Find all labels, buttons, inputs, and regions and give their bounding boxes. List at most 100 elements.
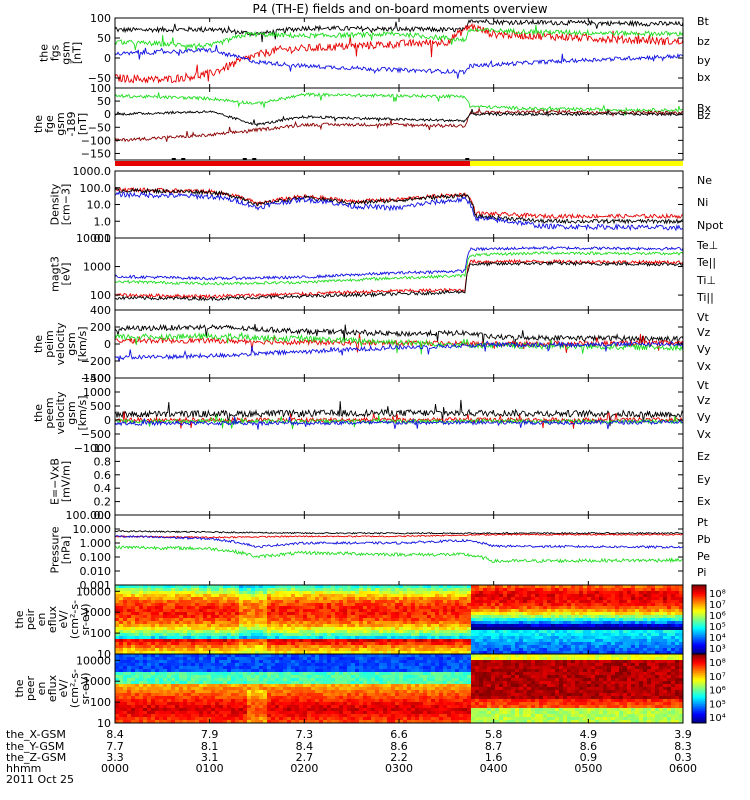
spectrogram-cell (211, 591, 216, 595)
spectrogram-cell (579, 609, 584, 613)
spectrogram-cell (615, 615, 620, 619)
colorbar-cell (692, 641, 706, 645)
spectrogram-cell (283, 603, 288, 607)
spectrogram-cell (611, 618, 616, 622)
spectrogram-cell (627, 597, 632, 601)
colorbar-cell (692, 640, 706, 643)
spectrogram-cell (127, 630, 132, 634)
spectrogram-cell (283, 690, 288, 694)
spectrogram-cell (271, 606, 276, 610)
spectrogram-cell (327, 699, 332, 703)
spectrogram-cell (247, 624, 252, 628)
spectrogram-cell (207, 627, 212, 631)
spectrogram-cell (391, 621, 396, 625)
spectrogram-cell (283, 609, 288, 613)
spectrogram-cell (487, 600, 492, 604)
spectrogram-cell (519, 651, 524, 655)
spectrogram-cell (283, 624, 288, 628)
spectrogram-cell (439, 651, 444, 655)
spectrogram-cell (531, 600, 536, 604)
spectrogram-cell (231, 711, 236, 715)
spectrogram-cell (295, 585, 300, 589)
spectrogram-cell (159, 630, 164, 634)
y-axis-label-line: [nT] (71, 42, 84, 64)
spectrogram-cell (283, 672, 288, 676)
spectrogram-cell (263, 681, 268, 685)
y-axis-label-line: [nT] (76, 113, 89, 135)
spectrogram-cell (299, 636, 304, 640)
spectrogram-cell (583, 639, 588, 643)
spectrogram-cell (667, 585, 672, 589)
spectrogram-cell (459, 591, 464, 595)
spectrogram-cell (323, 588, 328, 592)
spectrogram-cell (643, 612, 648, 616)
spectrogram-cell (139, 657, 144, 661)
spectrogram-cell (679, 609, 684, 613)
spectrogram-cell (263, 696, 268, 700)
spectrogram-cell (315, 699, 320, 703)
spectrogram-cell (579, 591, 584, 595)
spectrogram-cell (363, 633, 368, 637)
spectrogram-cell (219, 666, 224, 670)
spectrogram-cell (435, 585, 440, 589)
spectrogram-cell (443, 633, 448, 637)
spectrogram-cell (583, 618, 588, 622)
spectrogram-cell (635, 615, 640, 619)
spectrogram-cell (199, 606, 204, 610)
spectrogram-cell (379, 633, 384, 637)
spectrogram-cell (283, 687, 288, 691)
spectrogram-cell (483, 624, 488, 628)
spectrogram-cell (463, 651, 468, 655)
spectrogram-cell (595, 636, 600, 640)
spectrogram-cell (459, 651, 464, 655)
spectrogram-cell (147, 627, 152, 631)
spectrogram-cell (235, 609, 240, 613)
spectrogram-cell (231, 591, 236, 595)
spectrogram-cell (167, 609, 172, 613)
spectrogram-cell (255, 717, 260, 721)
spectrogram-cell (159, 585, 164, 589)
spectrogram-cell (511, 612, 516, 616)
spectrogram-cell (587, 594, 592, 598)
spectrogram-cell (127, 618, 132, 622)
spectrogram-cell (139, 645, 144, 649)
spectrogram-cell (591, 642, 596, 646)
spectrogram-cell (167, 663, 172, 667)
spectrogram-cell (459, 621, 464, 625)
spectrogram-cell (507, 585, 512, 589)
spectrogram-cell (571, 624, 576, 628)
spectrogram-cell (243, 621, 248, 625)
spectrogram-cell (115, 654, 120, 658)
spectrogram-cell (587, 639, 592, 643)
spectrogram-cell (563, 639, 568, 643)
spectrogram-cell (235, 633, 240, 637)
spectrogram-cell (643, 615, 648, 619)
spectrogram-cell (327, 675, 332, 679)
spectrogram-cell (215, 609, 220, 613)
spectrogram-cell (271, 621, 276, 625)
y-axis-label-line: the (38, 44, 51, 62)
spectrogram-cell (287, 684, 292, 688)
spectrogram-cell (135, 612, 140, 616)
spectrogram-cell (439, 621, 444, 625)
spectrogram-cell (259, 684, 264, 688)
spectrogram-cell (655, 642, 660, 646)
mode-bar-marker (465, 158, 470, 160)
spectrogram-cell (395, 621, 400, 625)
spectrogram-cell (267, 633, 272, 637)
colorbar-cell (692, 609, 706, 612)
spectrogram-cell (319, 642, 324, 646)
spectrogram-cell (611, 612, 616, 616)
spectrogram-cell (235, 684, 240, 688)
spectrogram-cell (187, 618, 192, 622)
spectrogram-cell (527, 615, 532, 619)
spectrogram-cell (187, 708, 192, 712)
spectrogram-cell (659, 609, 664, 613)
y-axis-label-line: [eV] (60, 263, 73, 286)
spectrogram-cell (135, 627, 140, 631)
spectrogram-cell (163, 606, 168, 610)
spectrogram-cell (395, 597, 400, 601)
spectrogram-cell (315, 678, 320, 682)
spectrogram-cell (211, 651, 216, 655)
spectrogram-cell (331, 699, 336, 703)
